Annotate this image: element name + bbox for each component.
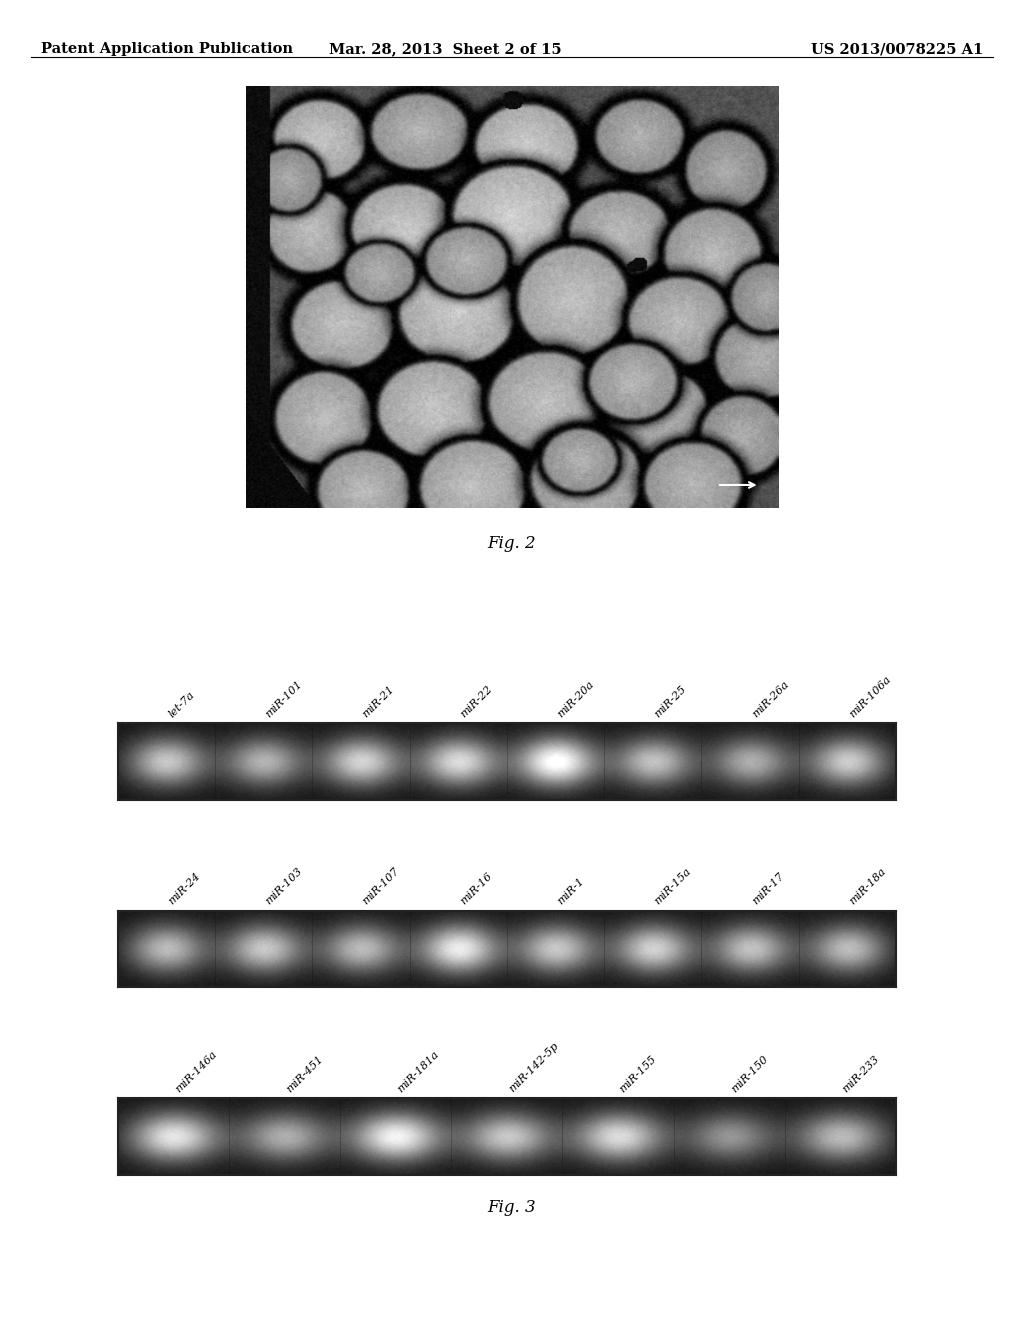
Text: miR-24: miR-24 — [166, 871, 202, 907]
Text: miR-18a: miR-18a — [848, 866, 888, 907]
Text: US 2013/0078225 A1: US 2013/0078225 A1 — [811, 42, 983, 57]
Text: miR-142-5p: miR-142-5p — [507, 1041, 560, 1094]
Text: miR-22: miR-22 — [459, 684, 494, 719]
Text: let-7a: let-7a — [166, 689, 197, 719]
Text: miR-16: miR-16 — [459, 871, 494, 907]
Text: miR-103: miR-103 — [264, 866, 304, 907]
Text: miR-233: miR-233 — [841, 1053, 881, 1094]
Text: miR-21: miR-21 — [360, 684, 396, 719]
Text: Fig. 3: Fig. 3 — [487, 1199, 537, 1216]
Text: miR-26a: miR-26a — [750, 678, 791, 719]
Text: miR-1: miR-1 — [555, 876, 586, 907]
Text: miR-107: miR-107 — [360, 866, 401, 907]
Text: miR-106a: miR-106a — [848, 675, 893, 719]
Text: miR-15a: miR-15a — [653, 866, 693, 907]
Text: miR-101: miR-101 — [264, 678, 304, 719]
Text: miR-155: miR-155 — [618, 1053, 658, 1094]
Text: miR-181a: miR-181a — [395, 1049, 441, 1094]
Text: miR-25: miR-25 — [653, 684, 688, 719]
Text: miR-17: miR-17 — [750, 871, 785, 907]
Text: Fig. 2: Fig. 2 — [487, 535, 537, 552]
Text: miR-146a: miR-146a — [173, 1049, 219, 1094]
Text: miR-451: miR-451 — [285, 1053, 326, 1094]
Text: miR-150: miR-150 — [729, 1053, 770, 1094]
Text: miR-20a: miR-20a — [555, 678, 596, 719]
Text: Mar. 28, 2013  Sheet 2 of 15: Mar. 28, 2013 Sheet 2 of 15 — [329, 42, 562, 57]
Text: Patent Application Publication: Patent Application Publication — [41, 42, 293, 57]
